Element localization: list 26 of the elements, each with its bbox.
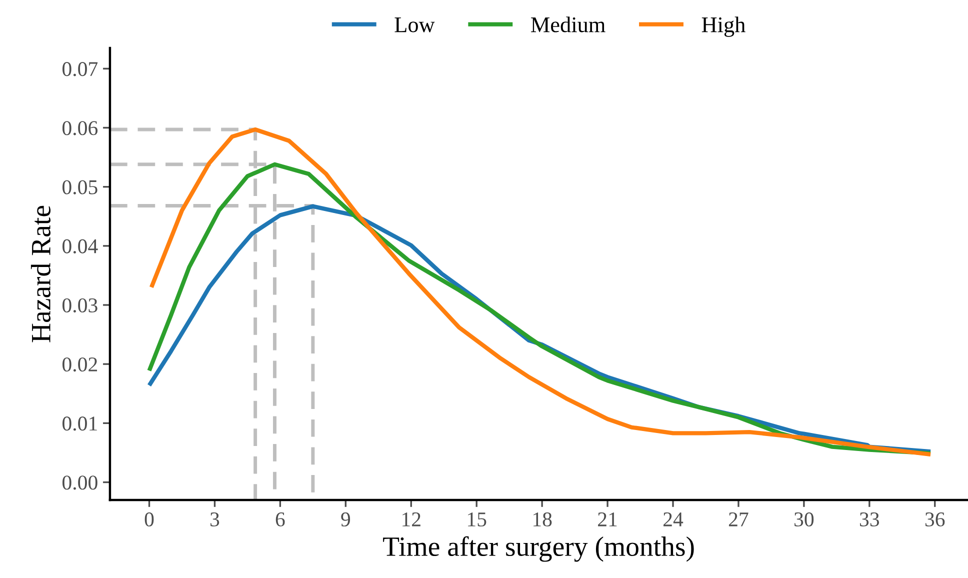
- x-tick-label: 18: [533, 512, 552, 526]
- legend-label: Low: [394, 18, 435, 32]
- x-tick-label: 36: [925, 512, 945, 526]
- x-tick-label: 15: [468, 512, 486, 526]
- y-tick-label: 0.06: [62, 121, 98, 136]
- x-tick-label: 33: [860, 512, 880, 526]
- x-axis-title: Time after surgery (months): [383, 536, 694, 562]
- y-tick-label: 0.03: [62, 298, 98, 313]
- legend-label: Medium: [531, 16, 606, 32]
- y-tick-label: 0.02: [62, 357, 98, 372]
- x-tick-label: 24: [664, 512, 684, 526]
- x-tick-label: 27: [728, 512, 748, 526]
- y-tick-label: 0.01: [62, 416, 97, 431]
- y-tick-label: 0.04: [62, 239, 98, 254]
- x-tick-label: 9: [341, 512, 350, 526]
- x-tick-label: 3: [210, 512, 220, 526]
- x-tick-label: 21: [598, 512, 617, 526]
- y-axis-title: Hazard Rate: [30, 206, 51, 342]
- y-tick-label: 0.00: [62, 476, 98, 490]
- x-tick-label: 30: [794, 512, 814, 526]
- legend-label: High: [702, 16, 746, 37]
- x-tick-label: 6: [276, 512, 285, 526]
- y-tick-label: 0.07: [62, 62, 98, 76]
- x-tick-label: 12: [402, 512, 420, 526]
- x-tick-label: 0: [144, 512, 154, 526]
- y-tick-label: 0.05: [62, 180, 98, 194]
